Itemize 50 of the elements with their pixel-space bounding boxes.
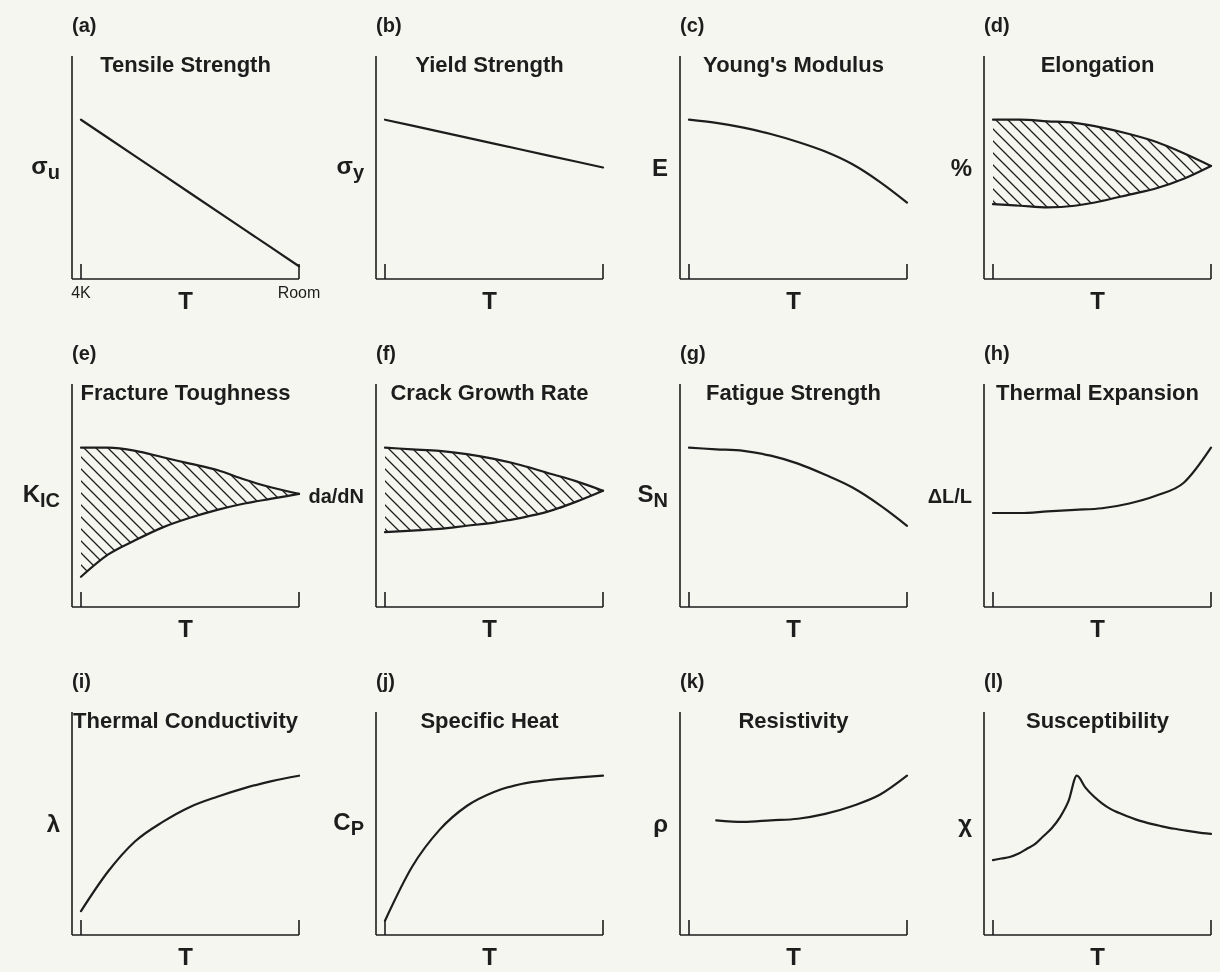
chart-title: Crack Growth Rate bbox=[390, 380, 589, 405]
text: (c) bbox=[680, 14, 705, 36]
chart-title: Yield Strength bbox=[415, 52, 564, 77]
chart-title: Thermal Conductivity bbox=[73, 708, 298, 733]
y-axis-title: σ$_{y}$ bbox=[336, 151, 364, 183]
text: (g) bbox=[680, 342, 706, 364]
y-axis-title: ΔL/L bbox=[927, 484, 972, 507]
y-axis-title: χ bbox=[958, 809, 972, 837]
y-axis-title: % bbox=[950, 153, 972, 181]
x-axis-title: T bbox=[1090, 287, 1105, 314]
x-tick-label: 4K bbox=[71, 284, 92, 301]
chart-title: Tensile Strength bbox=[100, 52, 271, 77]
chart-title: Fracture Toughness bbox=[80, 380, 291, 405]
x-tick-label: Room bbox=[277, 284, 321, 301]
x-axis-title: T bbox=[178, 943, 193, 970]
y-axis-title: S$_{N}$ bbox=[637, 479, 668, 511]
x-axis-title: T bbox=[178, 615, 193, 642]
y-axis-title: C$_{P}$ bbox=[333, 807, 364, 839]
x-axis-title: T bbox=[482, 287, 497, 314]
chart-title: Susceptibility bbox=[1025, 708, 1170, 733]
chart-title: Specific Heat bbox=[420, 708, 559, 733]
x-axis-title: T bbox=[482, 615, 497, 642]
chart-title: Thermal Expansion bbox=[996, 380, 1199, 405]
text: (b) bbox=[376, 14, 402, 36]
text: (k) bbox=[680, 670, 705, 692]
text: (j) bbox=[376, 670, 395, 692]
y-axis-title: σ$_{u}$ bbox=[31, 151, 60, 183]
x-axis-title: T bbox=[482, 943, 497, 970]
x-axis-title: T bbox=[786, 943, 801, 970]
x-axis-title: T bbox=[178, 287, 193, 314]
chart-title: Young's Modulus bbox=[703, 52, 884, 77]
text: (d) bbox=[984, 14, 1010, 36]
x-axis-title: T bbox=[1090, 615, 1105, 642]
text: (a) bbox=[72, 14, 97, 36]
chart-title: Fatigue Strength bbox=[706, 380, 881, 405]
chart-title: Elongation bbox=[1040, 52, 1155, 77]
text: (e) bbox=[72, 342, 97, 364]
y-axis-title: da/dN bbox=[308, 484, 364, 507]
text: (l) bbox=[984, 670, 1003, 692]
x-axis-title: T bbox=[786, 287, 801, 314]
y-axis-title: K$_{IC}$ bbox=[22, 479, 60, 511]
y-axis-title: λ bbox=[46, 809, 60, 837]
y-axis-title: E bbox=[651, 153, 668, 181]
text: (h) bbox=[984, 342, 1010, 364]
text: (i) bbox=[72, 670, 91, 692]
x-axis-title: T bbox=[1090, 943, 1105, 970]
x-axis-title: T bbox=[786, 615, 801, 642]
chart-title: Resistivity bbox=[738, 708, 849, 733]
text: (f) bbox=[376, 342, 396, 364]
y-axis-title: ρ bbox=[653, 809, 668, 837]
